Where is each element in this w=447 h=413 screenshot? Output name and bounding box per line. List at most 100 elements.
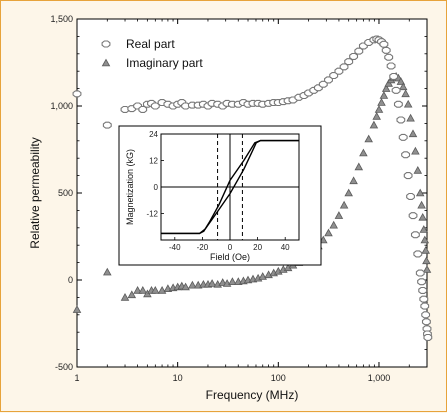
real-point xyxy=(398,133,408,141)
x-tick-label: 100 xyxy=(271,373,286,383)
imaginary-point xyxy=(421,245,430,254)
imaginary-point xyxy=(415,188,425,197)
legend-real-label: Real part xyxy=(126,37,175,51)
y-tick-label: 1,000 xyxy=(50,101,73,111)
real-point xyxy=(381,46,391,54)
real-point xyxy=(413,250,423,258)
imaginary-point xyxy=(408,129,418,138)
imaginary-point xyxy=(396,77,406,85)
imaginary-point xyxy=(364,134,373,143)
real-point xyxy=(386,62,396,70)
imaginary-point xyxy=(354,162,364,171)
imaginary-point xyxy=(339,200,349,209)
legend-real-symbol xyxy=(101,40,111,48)
inset-background xyxy=(118,125,322,266)
y-tick-label: 0 xyxy=(68,275,73,285)
real-point xyxy=(379,40,389,48)
real-point xyxy=(396,116,406,124)
imaginary-point xyxy=(72,305,82,313)
imaginary-point xyxy=(406,113,415,122)
inset-x-tick-label: -20 xyxy=(197,243,209,252)
imaginary-point xyxy=(420,235,430,244)
imaginary-point xyxy=(334,211,344,219)
legend-imaginary-marker xyxy=(101,58,111,67)
inset-x-tick-label: 20 xyxy=(253,243,262,252)
y-axis-label: Relative permeability xyxy=(28,137,42,248)
imaginary-point xyxy=(398,82,408,91)
imaginary-point xyxy=(401,89,410,98)
main-data-marks xyxy=(72,35,433,341)
real-point xyxy=(349,52,359,60)
inset-x-label: Field (Oe) xyxy=(210,252,250,262)
real-point xyxy=(419,295,429,303)
inset-y-label: Magnetization (kG) xyxy=(125,149,135,225)
real-point xyxy=(406,192,415,200)
real-point xyxy=(389,72,399,80)
imaginary-point xyxy=(411,146,420,155)
imaginary-point xyxy=(403,99,413,108)
imaginary-point xyxy=(417,200,426,209)
real-point xyxy=(418,286,428,294)
real-point xyxy=(421,318,431,326)
real-point xyxy=(391,86,401,94)
inset-x-tick-label: -40 xyxy=(169,243,181,252)
imaginary-point xyxy=(120,292,130,301)
imaginary-point xyxy=(329,220,338,229)
inset-y-tick-label: 24 xyxy=(149,130,158,139)
imaginary-point xyxy=(258,272,267,280)
imaginary-point xyxy=(422,256,431,265)
imaginary-point xyxy=(359,148,368,157)
imaginary-point xyxy=(344,188,353,197)
real-point xyxy=(102,121,112,129)
imaginary-point xyxy=(127,290,137,299)
imaginary-point xyxy=(324,228,333,237)
imaginary-point xyxy=(419,225,429,233)
legend: Real part Imaginary part xyxy=(101,37,203,70)
real-point xyxy=(410,231,420,239)
x-tick-label: 1,000 xyxy=(368,373,391,383)
real-point xyxy=(403,172,413,180)
x-axis-label: Frequency (MHz) xyxy=(206,388,299,402)
inset-y-tick-label: 0 xyxy=(154,183,159,192)
x-tick-label: 10 xyxy=(173,373,183,383)
y-tick-label: 500 xyxy=(58,188,73,198)
real-point xyxy=(417,278,427,286)
imaginary-point xyxy=(151,285,160,294)
real-point xyxy=(421,311,431,319)
imaginary-point xyxy=(349,176,358,185)
real-point xyxy=(423,333,433,341)
imaginary-point xyxy=(103,267,112,276)
imaginary-point xyxy=(228,277,237,286)
imaginary-point xyxy=(413,165,423,174)
real-point xyxy=(420,302,430,310)
inset-x-tick-label: 0 xyxy=(228,243,233,252)
main-axis-ticks: -500 0 500 1,000 1,500 1 10 100 1,000 xyxy=(50,14,428,383)
imaginary-point xyxy=(181,282,190,291)
real-point xyxy=(393,100,403,108)
imaginary-point xyxy=(422,265,432,273)
real-point xyxy=(408,212,418,220)
inset-y-tick-label: 12 xyxy=(149,157,158,166)
inset-content: -40 -20 0 20 40 -12 0 12 24 xyxy=(146,130,299,252)
inset-chart: -40 -20 0 20 40 -12 0 12 24 Field (Oe) Magnetiza… xyxy=(118,125,322,266)
inset-x-tick-label: 40 xyxy=(281,243,290,252)
imaginary-point xyxy=(188,280,197,289)
x-tick-label: 1 xyxy=(74,373,79,383)
legend-imaginary-label: Imaginary part xyxy=(126,56,203,70)
real-point xyxy=(384,53,394,61)
imaginary-point xyxy=(377,98,386,106)
imaginary-point xyxy=(374,105,384,113)
inset-y-tick-label: -12 xyxy=(146,210,158,219)
imaginary-point xyxy=(372,111,381,120)
imaginary-point xyxy=(381,84,391,92)
real-point xyxy=(415,269,425,277)
imaginary-point xyxy=(369,120,379,129)
imaginary-point xyxy=(379,91,389,99)
imaginary-point xyxy=(133,285,142,294)
imaginary-point xyxy=(138,285,148,294)
real-point xyxy=(72,90,82,98)
hysteresis-curve xyxy=(161,139,299,235)
real-point xyxy=(401,151,411,159)
y-tick-label: -500 xyxy=(55,362,73,372)
